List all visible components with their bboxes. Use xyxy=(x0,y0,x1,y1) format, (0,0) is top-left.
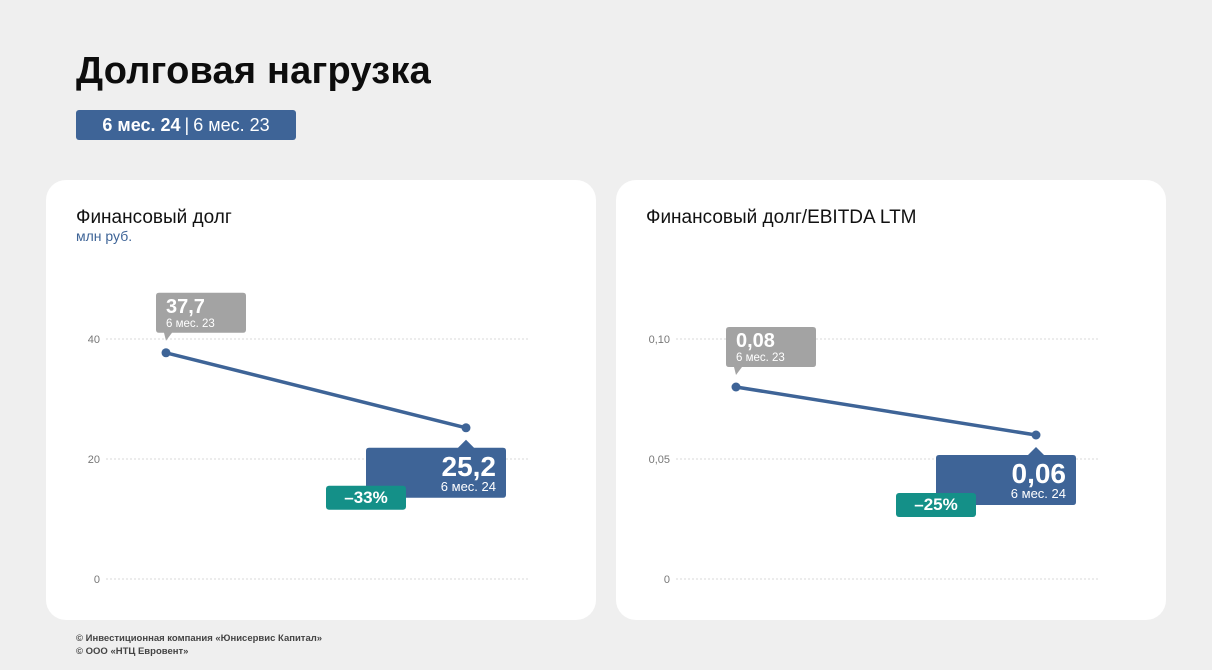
chart-card-debt-to-ebitda: Финансовый долг/EBITDA LTM 0 0,05 0,10 0,08… xyxy=(616,180,1166,620)
footer-line-2: © ООО «НТЦ Евровент» xyxy=(76,646,189,657)
series-line xyxy=(164,351,468,430)
chart-svg: 0 20 40 37,76 мес. 23 25,26 мес. 24 –33% xyxy=(88,292,528,586)
data-label-box-previous xyxy=(726,327,816,375)
page-title: Долговая нагрузка xyxy=(76,50,431,92)
y-tick-label: 0,10 xyxy=(649,334,670,346)
footer: © Инвестиционная компания «Юнисервис Кап… xyxy=(76,632,322,658)
data-label-period: 6 мес. 24 xyxy=(1011,486,1066,501)
chart-title: Финансовый долг/EBITDA LTM xyxy=(646,207,917,228)
y-tick-label: 40 xyxy=(88,334,100,346)
series-line xyxy=(734,385,1038,437)
data-label-period: 6 мес. 24 xyxy=(441,479,496,494)
data-label-box-previous xyxy=(156,292,246,341)
change-badge-label: –33% xyxy=(344,488,387,507)
data-label-period: 6 мес. 23 xyxy=(166,318,215,330)
data-point xyxy=(1031,430,1041,440)
change-badge xyxy=(326,485,406,510)
footer-line-1: © Инвестиционная компания «Юнисервис Кап… xyxy=(76,633,323,644)
y-tick-label: 0 xyxy=(94,574,100,586)
chart-card-financial-debt: Финансовый долг млн руб. 0 20 40 37,7 6 мес.… xyxy=(46,180,596,620)
data-label-period: 6 мес. 23 xyxy=(736,352,785,364)
y-tick-label: 20 xyxy=(88,454,100,466)
data-label-box-current xyxy=(366,439,506,498)
period-separator: | xyxy=(184,114,190,135)
y-tick-label: 0,05 xyxy=(649,454,670,466)
data-point xyxy=(461,423,471,433)
data-label-value: 0,08 xyxy=(736,330,775,352)
data-label-value: 0,06 xyxy=(1012,458,1067,489)
y-tick-label: 0 xyxy=(664,574,670,586)
chart-svg: 0 0,05 0,10 0,086 мес. 23 0,066 мес. 24 –25% xyxy=(649,327,1098,586)
data-label-box-current xyxy=(936,447,1076,505)
data-point xyxy=(161,348,171,358)
change-badge-label: –25% xyxy=(914,495,957,514)
data-label-value: 25,2 xyxy=(442,451,497,482)
chart-subtitle: млн руб. xyxy=(76,228,133,244)
period-current: 6 мес. 24 xyxy=(102,114,181,135)
period-previous: 6 мес. 23 xyxy=(193,114,270,135)
chart-title: Финансовый долг xyxy=(76,207,232,228)
data-point xyxy=(731,382,741,392)
period-badge: 6 мес. 24 | 6 мес. 23 xyxy=(76,110,296,140)
data-label-value: 37,7 xyxy=(166,296,205,318)
change-badge xyxy=(896,493,976,517)
